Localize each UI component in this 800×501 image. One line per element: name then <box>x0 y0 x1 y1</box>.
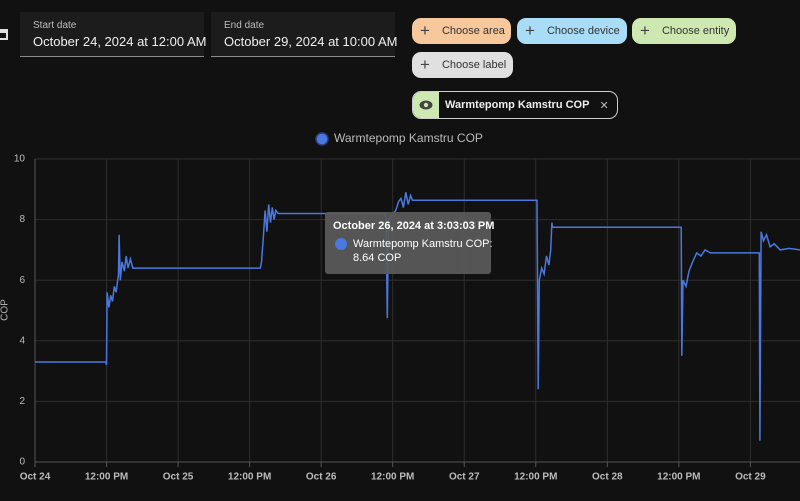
y-tick-label: 10 <box>14 154 26 165</box>
x-tick-label: 12:00 PM <box>85 472 128 483</box>
x-tick-label: 12:00 PM <box>514 472 557 483</box>
start-value: October 24, 2024 at 12:00 AM <box>33 34 207 49</box>
y-tick-label: 0 <box>19 457 25 468</box>
remove-icon[interactable]: ✕ <box>599 99 609 112</box>
start-label: Start date <box>33 20 77 31</box>
y-tick-label: 2 <box>19 396 25 407</box>
filter-chip[interactable]: + Choose entity <box>632 18 736 44</box>
plus-icon: + <box>420 55 430 74</box>
tooltip-series: Warmtepomp Kamstru COP: <box>353 238 493 250</box>
plus-icon: + <box>525 21 535 40</box>
x-tick-label: Oct 27 <box>449 472 480 483</box>
entity-chip[interactable]: Warmtepomp Kamstru COP ✕ <box>412 91 618 119</box>
chip-label: Choose area <box>441 25 505 37</box>
y-tick-label: 4 <box>19 335 25 346</box>
filter-chip[interactable]: + Choose label <box>412 52 513 78</box>
end-date[interactable]: End date October 29, 2024 at 10:00 AM <box>211 12 398 57</box>
plus-icon: + <box>420 21 430 40</box>
chip-label: Choose label <box>441 59 507 71</box>
x-tick-label: 12:00 PM <box>657 472 700 483</box>
tooltip-value: 8.64 COP <box>353 252 401 264</box>
filter-chip[interactable]: + Choose device <box>517 18 627 44</box>
end-value: October 29, 2024 at 10:00 AM <box>224 34 398 49</box>
plus-icon: + <box>640 21 650 40</box>
tooltip-box <box>325 212 491 274</box>
y-axis-label: COP <box>0 299 11 321</box>
x-tick-label: Oct 24 <box>20 472 51 483</box>
legend-label: Warmtepomp Kamstru COP <box>334 131 483 145</box>
chip-label: Choose entity <box>661 25 730 37</box>
y-tick-label: 6 <box>19 275 25 286</box>
eye-icon <box>413 92 439 118</box>
tooltip-title: October 26, 2024 at 3:03:03 PM <box>333 220 494 232</box>
data-line <box>35 192 800 441</box>
tooltip: October 26, 2024 at 3:03:03 PM Warmtepomp… <box>325 212 494 274</box>
start-date[interactable]: Start date October 24, 2024 at 12:00 AM <box>20 12 207 57</box>
entity-name: Warmtepomp Kamstru COP <box>445 99 590 111</box>
y-tick-label: 8 <box>19 214 25 225</box>
filter-chip[interactable]: + Choose area <box>412 18 511 44</box>
legend-marker <box>315 132 329 146</box>
x-tick-label: Oct 28 <box>592 472 623 483</box>
end-label: End date <box>224 20 265 31</box>
x-tick-label: Oct 26 <box>306 472 337 483</box>
chip-label: Choose device <box>546 25 620 37</box>
calendar-icon[interactable] <box>0 26 10 42</box>
x-tick-label: Oct 25 <box>163 472 194 483</box>
chart: 0 2 4 6 8 10 Oct 24 12:00 PM Oct 25 12:00 PM Oct 2… <box>0 131 800 483</box>
x-tick-label: 12:00 PM <box>228 472 271 483</box>
x-tick-label: Oct 29 <box>735 472 766 483</box>
tooltip-marker <box>335 238 347 250</box>
x-tick-label: 12:00 PM <box>371 472 414 483</box>
